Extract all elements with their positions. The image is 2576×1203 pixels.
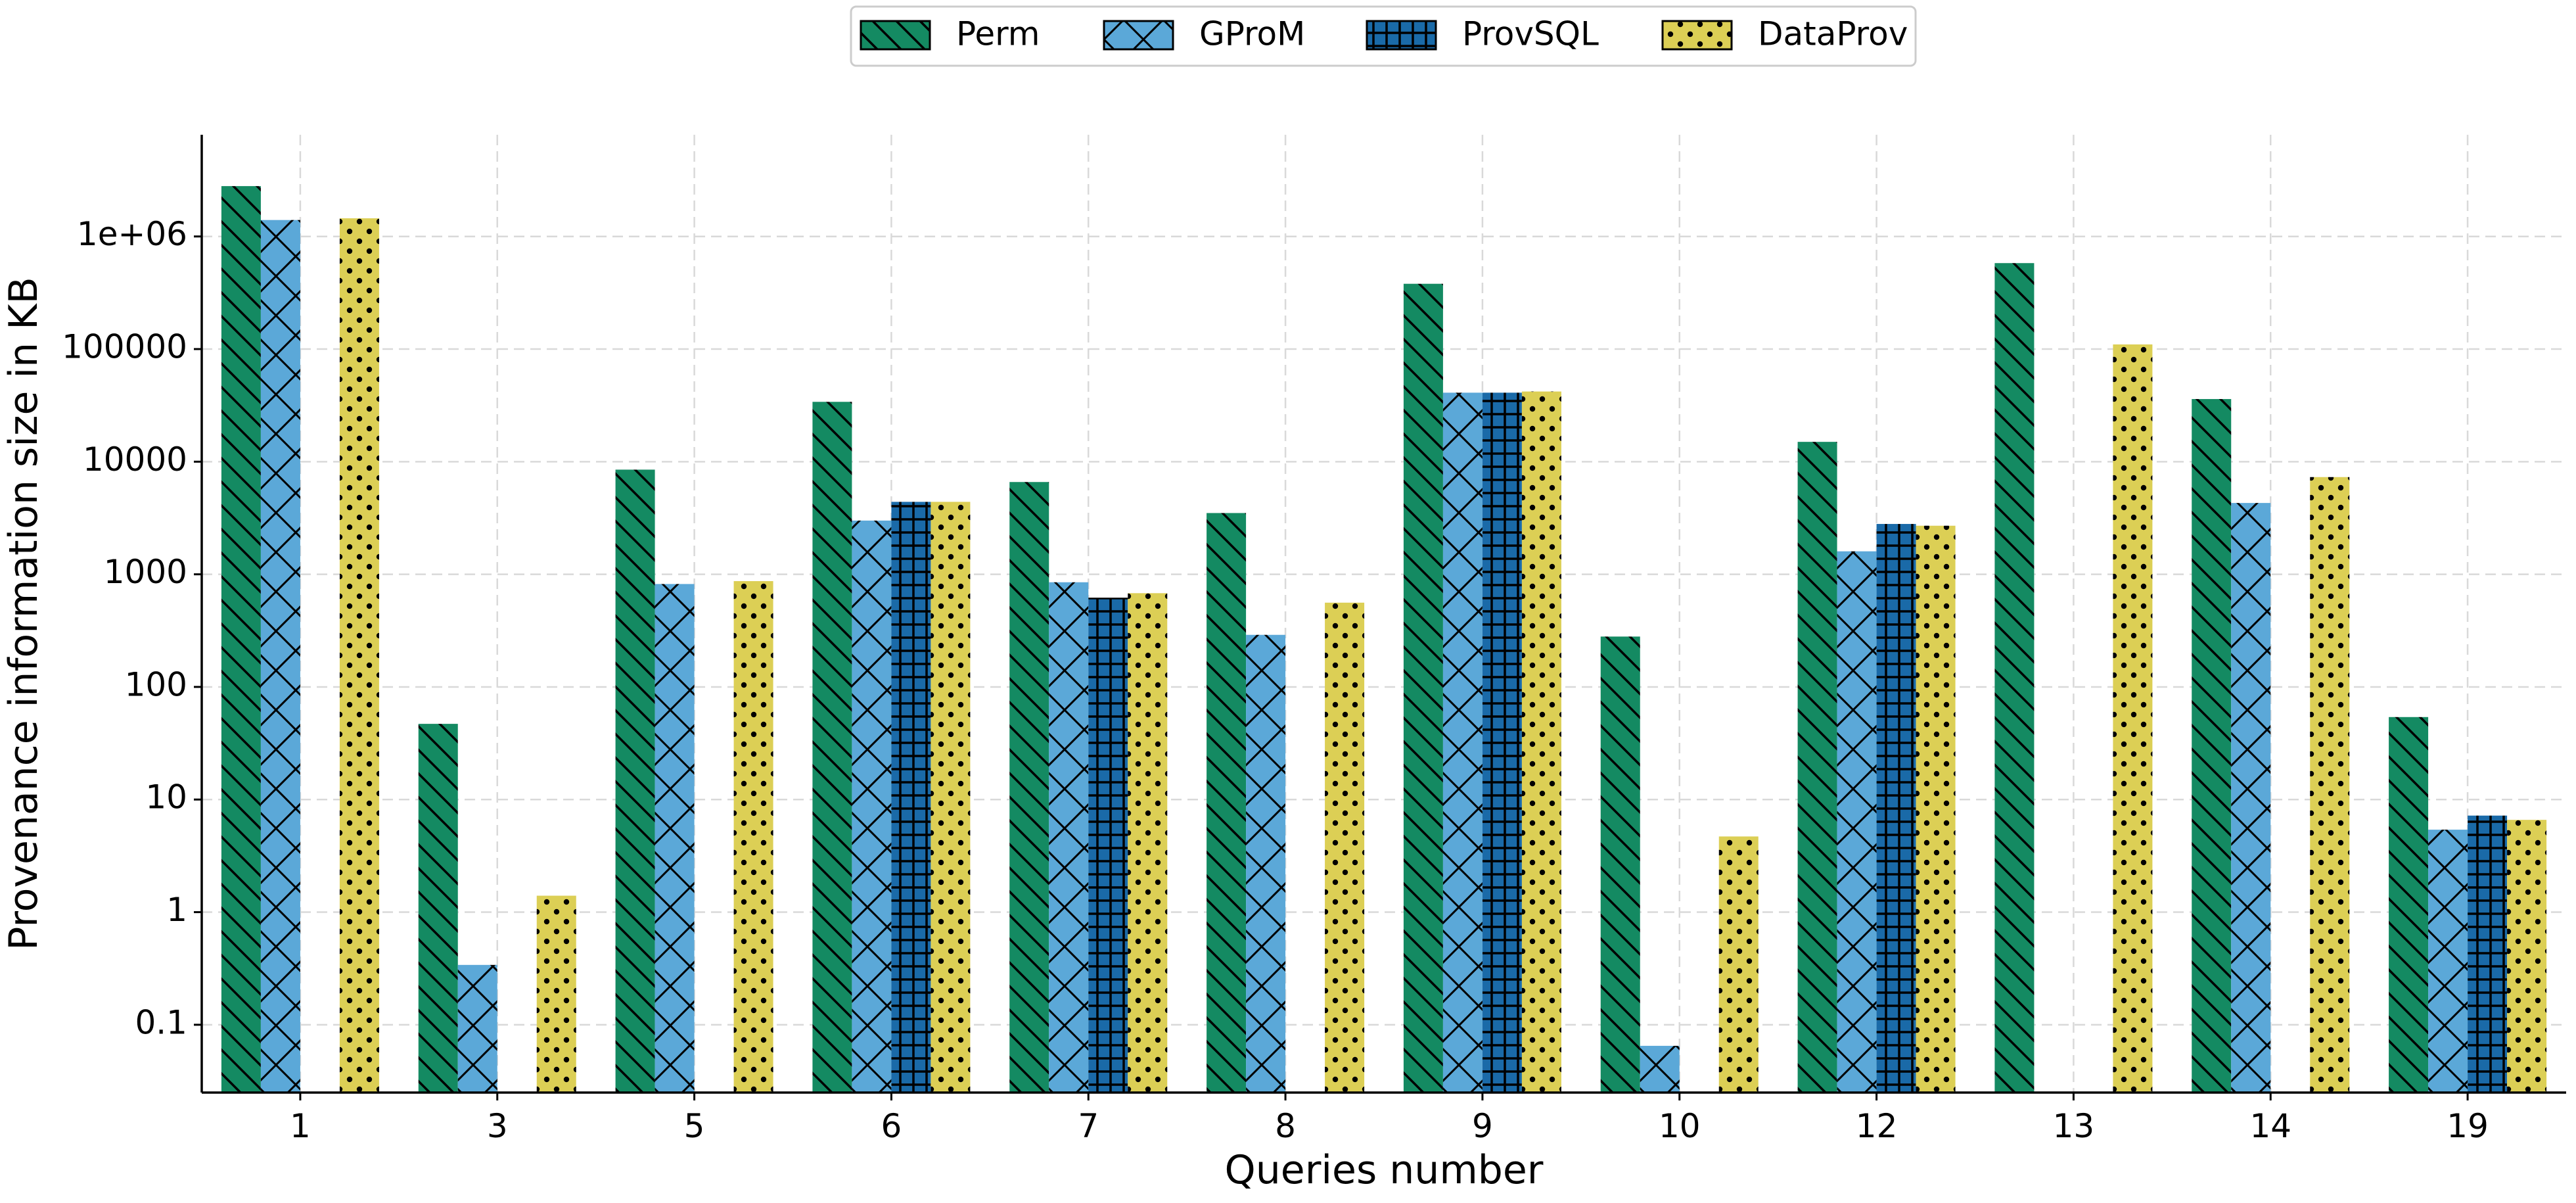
y-tick-label: 1 [166,891,187,929]
bar-dataprov-q9 [1521,391,1561,1093]
bar-perm-q14 [2192,399,2232,1093]
bar-gprom-q6 [852,520,892,1093]
x-tick-label: 3 [487,1107,508,1145]
x-tick-label: 7 [1078,1107,1099,1145]
x-tick-label: 8 [1275,1107,1296,1145]
legend-swatch-dataprov [1661,20,1733,51]
legend-swatch-provsql [1366,20,1437,51]
x-tick-label: 14 [2249,1107,2291,1145]
bars [221,186,2547,1093]
bar-dataprov-q10 [1718,836,1759,1093]
x-tick-label: 13 [2053,1107,2095,1145]
legend: Perm GProM ProvSQL DataProv [850,5,1917,67]
bar-perm-q8 [1207,513,1247,1093]
x-tick-label: 10 [1659,1107,1701,1145]
legend-label-perm: Perm [956,15,1040,53]
x-tick-label: 6 [881,1107,902,1145]
bar-perm-q5 [615,469,655,1093]
bar-gprom-q10 [1640,1045,1680,1093]
bar-gprom-q5 [655,584,695,1093]
bar-dataprov-q8 [1325,602,1365,1093]
x-tick-label: 5 [684,1107,705,1145]
bar-dataprov-q5 [733,580,773,1093]
bar-dataprov-q13 [2113,344,2153,1093]
bar-perm-q3 [418,724,458,1093]
y-tick-label: 10 [145,778,187,816]
bar-dataprov-q19 [2507,820,2547,1093]
bar-gprom-q12 [1837,551,1877,1093]
x-tick-label: 12 [1856,1107,1898,1145]
bar-gprom-q9 [1442,392,1483,1093]
bar-perm-q13 [1994,263,2035,1093]
y-tick-label: 0.1 [135,1003,187,1041]
x-tick-label: 1 [290,1107,311,1145]
x-tick-label: 19 [2447,1107,2489,1145]
bar-provsql-q9 [1482,392,1522,1093]
bar-dataprov-q7 [1128,593,1168,1093]
bar-perm-q19 [2389,717,2429,1093]
bar-perm-q6 [812,402,852,1093]
bar-gprom-q8 [1246,634,1286,1093]
bar-perm-q1 [221,186,261,1093]
legend-label-provsql: ProvSQL [1462,15,1599,53]
bar-gprom-q14 [2231,503,2271,1093]
bar-perm-q7 [1009,482,1049,1093]
y-tick-label: 10000 [83,440,187,479]
x-ticks: 1 3 5 6 7 8 9 10 12 13 14 19 [290,1093,2489,1145]
y-ticks: 0.1 1 10 100 1000 10000 100000 1e+06 [62,215,202,1041]
bar-provsql-q6 [891,502,931,1093]
x-axis-title: Queries number [1225,1147,1544,1193]
legend-swatch-perm [860,20,931,51]
bar-dataprov-q6 [931,502,971,1093]
y-axis-title: Provenance information size in KB [1,277,47,950]
bar-gprom-q7 [1049,582,1089,1093]
bar-gprom-q3 [457,964,497,1093]
y-tick-label: 100000 [62,328,187,366]
legend-swatch-gprom [1103,20,1174,51]
bar-perm-q12 [1797,442,1837,1093]
bar-dataprov-q1 [339,218,379,1093]
bar-perm-q9 [1403,283,1443,1093]
bar-dataprov-q12 [1916,525,1956,1093]
bar-provsql-q7 [1088,598,1128,1093]
y-tick-label: 1000 [104,553,187,591]
bar-gprom-q1 [260,220,300,1093]
y-tick-label: 100 [125,665,187,703]
bar-dataprov-q3 [536,895,576,1093]
y-tick-label: 1e+06 [77,215,187,253]
bar-perm-q10 [1600,636,1640,1093]
bar-provsql-q19 [2468,815,2508,1093]
bar-provsql-q12 [1876,524,1916,1093]
bar-gprom-q19 [2428,830,2468,1093]
x-tick-label: 9 [1472,1107,1493,1145]
bar-dataprov-q14 [2310,477,2350,1093]
legend-label-gprom: GProM [1199,15,1305,53]
legend-label-dataprov: DataProv [1758,15,1908,53]
